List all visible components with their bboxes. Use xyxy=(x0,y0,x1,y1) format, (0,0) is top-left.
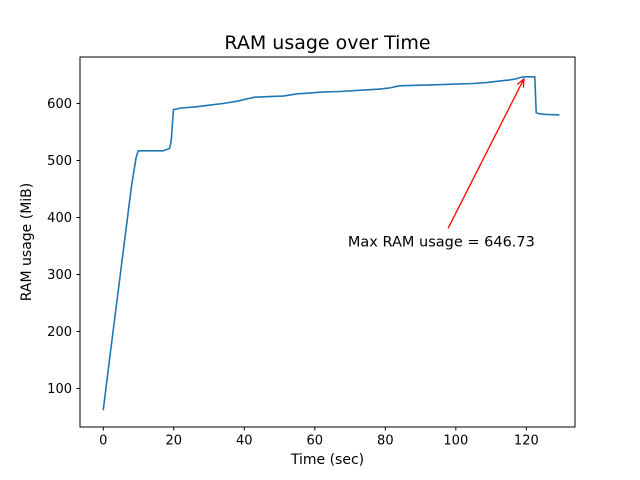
y-tick-label: 300 xyxy=(47,268,72,283)
ram-usage-line xyxy=(102,76,560,411)
y-tick-label: 500 xyxy=(47,154,72,169)
x-tick-label: 60 xyxy=(307,434,324,449)
plot-frame xyxy=(79,56,576,428)
y-tick-label: 400 xyxy=(47,211,72,226)
x-axis-label: Time (sec) xyxy=(290,452,364,468)
x-tick-label: 40 xyxy=(236,434,253,449)
x-tick-label: 120 xyxy=(514,434,539,449)
y-tick-label: 200 xyxy=(47,325,72,340)
y-tick-label: 600 xyxy=(47,97,72,112)
x-tick-label: 20 xyxy=(166,434,183,449)
annotation-text: Max RAM usage = 646.73 xyxy=(348,235,535,251)
y-axis-label: RAM usage (MiB) xyxy=(19,183,35,301)
y-tick-label: 100 xyxy=(47,382,72,397)
annotation-arrow xyxy=(447,79,524,229)
x-tick-label: 0 xyxy=(99,434,107,449)
axis-ticks: 0 20 40 60 80 100 120 100 200 300 400 500 600 xyxy=(47,97,539,449)
chart-title: RAM usage over Time xyxy=(224,32,430,54)
x-tick-label: 80 xyxy=(377,434,394,449)
x-tick-label: 100 xyxy=(443,434,468,449)
